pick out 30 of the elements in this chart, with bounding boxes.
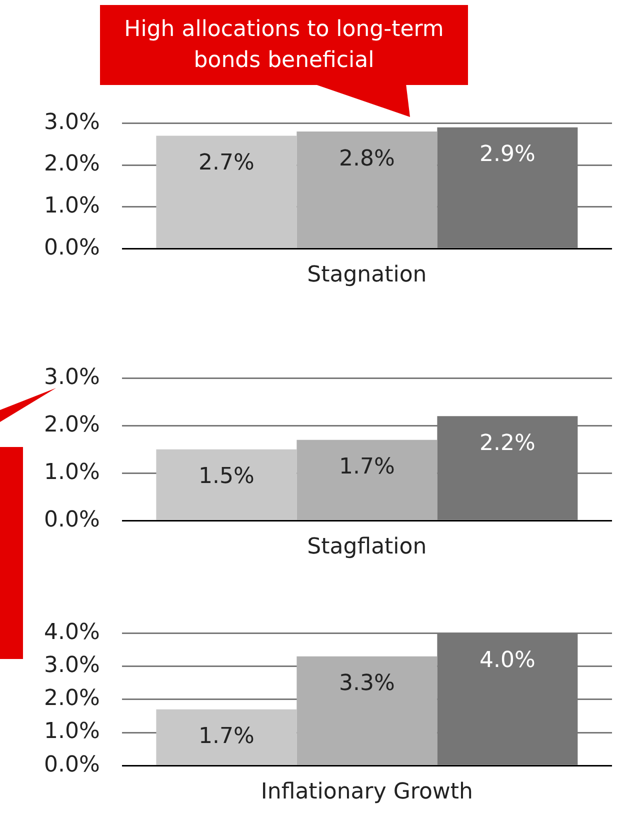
text: High allocations to long-term bonds beneficial bbox=[123, 16, 445, 75]
bar bbox=[296, 440, 438, 520]
data-label: 1.5% bbox=[198, 464, 254, 490]
data-label: 2.7% bbox=[198, 150, 254, 176]
data-label: 2.8% bbox=[338, 146, 395, 172]
x-tick-label: Inflationary Growth bbox=[260, 780, 473, 805]
y-tick-label: 0.0% bbox=[44, 752, 100, 778]
x-tick-label: Stagnation bbox=[307, 262, 427, 288]
data-label: 2.9% bbox=[479, 142, 536, 168]
y-tick-label: 0.0% bbox=[44, 507, 100, 532]
x-tick-label: Stagflation bbox=[307, 534, 427, 560]
y-tick-label: 4.0% bbox=[44, 620, 100, 645]
y-tick-label: 3.0% bbox=[44, 653, 100, 678]
data-label: 1.7% bbox=[198, 724, 254, 750]
data-label: 1.7% bbox=[338, 454, 395, 480]
bar bbox=[156, 709, 297, 765]
y-tick-label: 2.0% bbox=[44, 686, 100, 712]
y-tick-label: 1.0% bbox=[44, 460, 100, 485]
bar bbox=[296, 656, 438, 765]
y-tick-label: 2.0% bbox=[44, 152, 100, 177]
y-tick-label: 0.0% bbox=[44, 235, 100, 260]
data-label: 4.0% bbox=[479, 648, 536, 673]
y-tick-label: 1.0% bbox=[44, 194, 100, 219]
bar bbox=[156, 449, 297, 520]
y-tick-label: 3.0% bbox=[44, 110, 100, 135]
y-tick-label: 2.0% bbox=[44, 412, 100, 438]
data-label: 2.2% bbox=[479, 430, 536, 456]
data-label: 3.3% bbox=[338, 671, 395, 696]
y-tick-label: 3.0% bbox=[44, 364, 100, 390]
y-tick-label: 1.0% bbox=[44, 719, 100, 744]
